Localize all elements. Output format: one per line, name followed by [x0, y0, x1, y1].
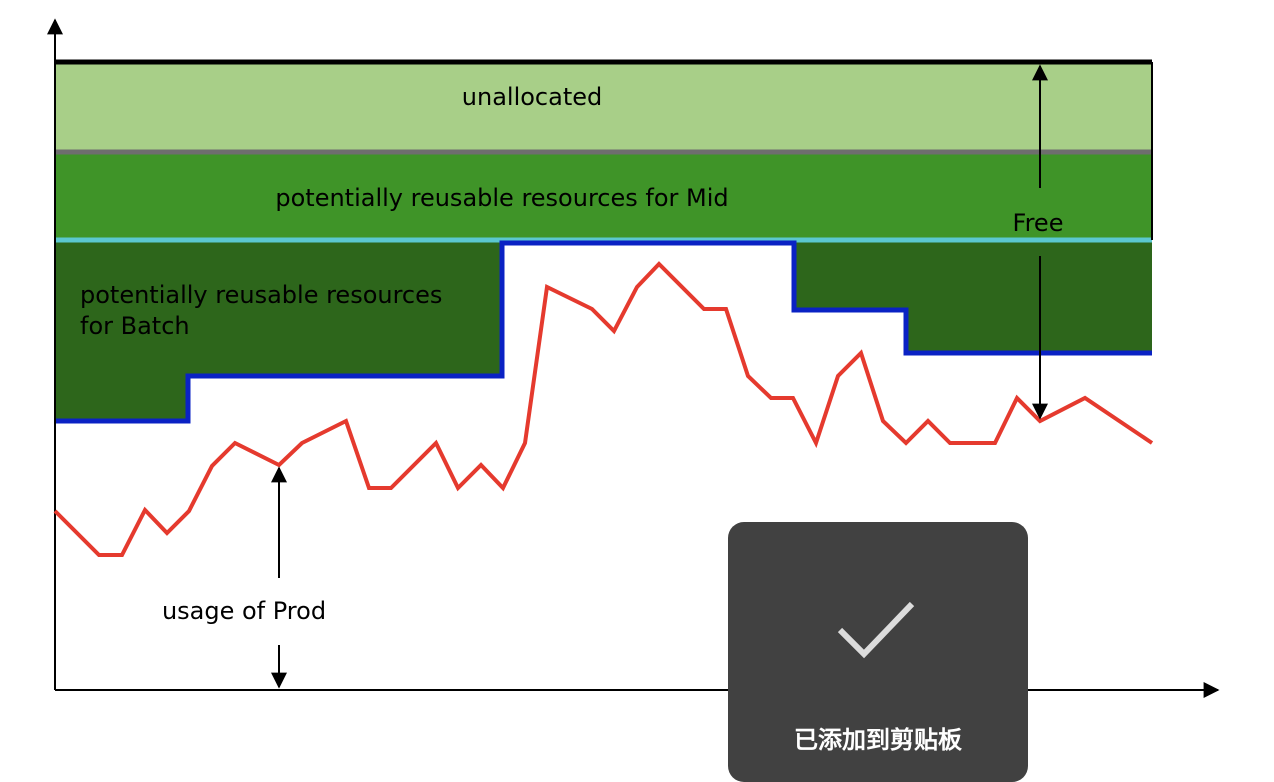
prod-label: usage of Prod [162, 597, 326, 625]
batch-label-line1: potentially reusable resources [80, 281, 442, 309]
unallocated-band [55, 62, 1152, 152]
copied-toast: 已添加到剪贴板 [728, 522, 1028, 782]
batch-label-line2: for Batch [80, 312, 190, 340]
prod-usage-line [53, 261, 1154, 557]
free-label: Free [1013, 209, 1064, 237]
resource-allocation-diagram: unallocated potentially reusable resourc… [47, 18, 1220, 698]
batch-reusable-region [55, 240, 1152, 421]
batch-boundary-line [55, 240, 1152, 424]
unallocated-label: unallocated [462, 83, 602, 111]
checkmark-icon [837, 601, 915, 659]
mid-reusable-band [55, 152, 1152, 240]
mid-label: potentially reusable resources for Mid [275, 184, 728, 212]
toast-message: 已添加到剪贴板 [794, 726, 962, 754]
